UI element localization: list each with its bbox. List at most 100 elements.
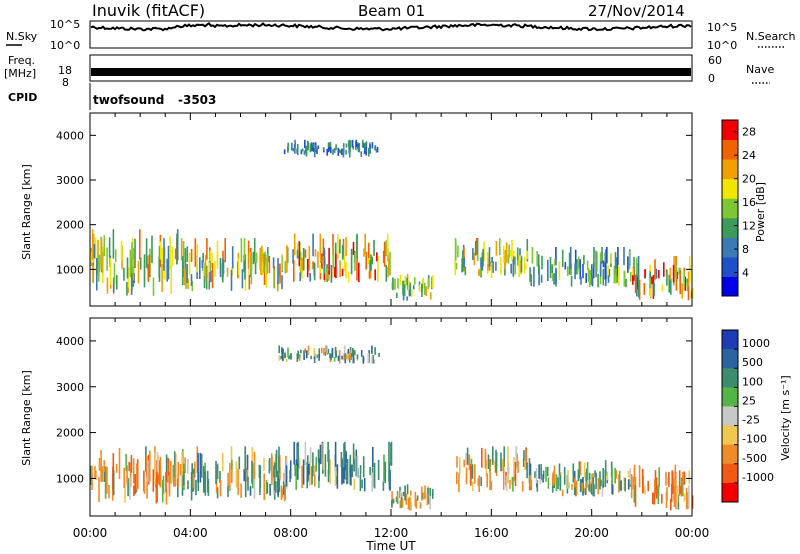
colorbar-swatch: [722, 387, 738, 407]
data-cell: [397, 278, 399, 289]
data-cell: [147, 460, 149, 482]
data-cell: [353, 350, 356, 356]
data-cell: [610, 253, 613, 264]
data-cell: [538, 464, 540, 479]
data-cell: [480, 476, 482, 486]
data-cell: [597, 477, 600, 495]
data-cell: [422, 277, 425, 289]
data-cell: [618, 474, 620, 493]
data-cell: [611, 484, 614, 495]
data-cell: [305, 147, 308, 157]
data-cell: [335, 144, 337, 151]
data-cell: [630, 474, 633, 498]
data-cell: [298, 458, 301, 470]
data-cell: [495, 449, 497, 473]
data-cell: [586, 462, 589, 480]
data-cell: [559, 474, 562, 491]
data-cell: [266, 253, 268, 274]
data-cell: [100, 238, 103, 270]
y-tick-label: 3000: [56, 381, 84, 394]
data-cell: [504, 262, 506, 270]
data-cell: [329, 459, 331, 484]
data-cell: [517, 460, 519, 473]
data-cell: [401, 498, 404, 508]
colorbar-tick-label: 24: [742, 149, 756, 162]
data-cell: [158, 256, 160, 279]
data-cell: [278, 355, 281, 361]
data-cell: [279, 263, 281, 284]
data-cell: [261, 245, 263, 265]
data-cell: [186, 246, 189, 262]
data-cell: [546, 466, 549, 477]
data-cell: [668, 472, 670, 487]
data-cell: [346, 464, 348, 485]
data-cell: [344, 441, 346, 465]
data-cell: [669, 267, 672, 280]
data-cell: [273, 488, 276, 500]
data-cell: [269, 483, 271, 496]
data-cell: [633, 464, 636, 487]
data-cell: [389, 470, 391, 491]
colorbar-swatch: [722, 349, 738, 369]
data-cell: [307, 350, 309, 355]
data-cell: [156, 451, 159, 473]
data-cell: [555, 247, 557, 265]
data-cell: [457, 245, 459, 258]
data-cell: [297, 350, 299, 359]
data-cell: [547, 259, 549, 281]
data-cell: [123, 467, 125, 488]
data-cell: [318, 348, 321, 358]
data-cell: [91, 229, 94, 261]
data-cell: [340, 150, 342, 154]
data-cell: [523, 450, 525, 466]
data-cell: [547, 477, 550, 489]
data-cell: [127, 478, 129, 497]
data-cell: [315, 144, 317, 153]
data-cell: [511, 476, 514, 485]
data-cell: [307, 142, 309, 151]
data-cell: [512, 259, 515, 277]
data-cell: [216, 487, 219, 499]
data-cell: [455, 239, 457, 261]
data-cell: [309, 273, 311, 282]
data-cell: [674, 473, 676, 491]
data-cell: [486, 473, 488, 488]
data-cell: [165, 471, 167, 493]
velocity-colorbar: 1000 500 100 25 -25 -100 -500 -1000: [721, 329, 774, 503]
data-cell: [572, 463, 575, 483]
data-cell: [340, 452, 343, 468]
data-cell: [339, 260, 341, 278]
data-cell: [371, 345, 373, 354]
data-cell: [206, 238, 208, 260]
data-cell: [317, 449, 320, 463]
data-cell: [181, 256, 184, 285]
data-cell: [505, 242, 508, 263]
data-cell: [377, 256, 379, 282]
colorbar-swatch: [722, 120, 738, 141]
data-cell: [92, 264, 94, 284]
data-cell: [408, 290, 411, 297]
power-panel: 1000 2000 3000 4000 Slant Range [km]: [20, 112, 694, 307]
data-cell: [120, 240, 123, 261]
data-cell: [219, 479, 222, 497]
data-cell: [318, 458, 320, 481]
data-cell: [345, 143, 348, 148]
data-cell: [328, 270, 330, 281]
data-cell: [632, 267, 634, 277]
data-cell: [385, 240, 387, 257]
data-cell: [385, 264, 388, 282]
colorbar-swatch: [722, 178, 738, 199]
data-cell: [687, 271, 690, 287]
data-cell: [98, 457, 101, 471]
data-cell: [566, 266, 569, 276]
data-cell: [341, 148, 343, 156]
data-cell: [551, 273, 554, 281]
data-cell: [308, 463, 310, 475]
data-cell: [583, 486, 585, 493]
data-cell: [508, 244, 510, 258]
data-cell: [306, 350, 308, 359]
noise-right-tick-top: 10^5: [707, 21, 737, 34]
data-cell: [311, 142, 313, 152]
data-cell: [281, 348, 284, 359]
data-cell: [405, 493, 408, 505]
